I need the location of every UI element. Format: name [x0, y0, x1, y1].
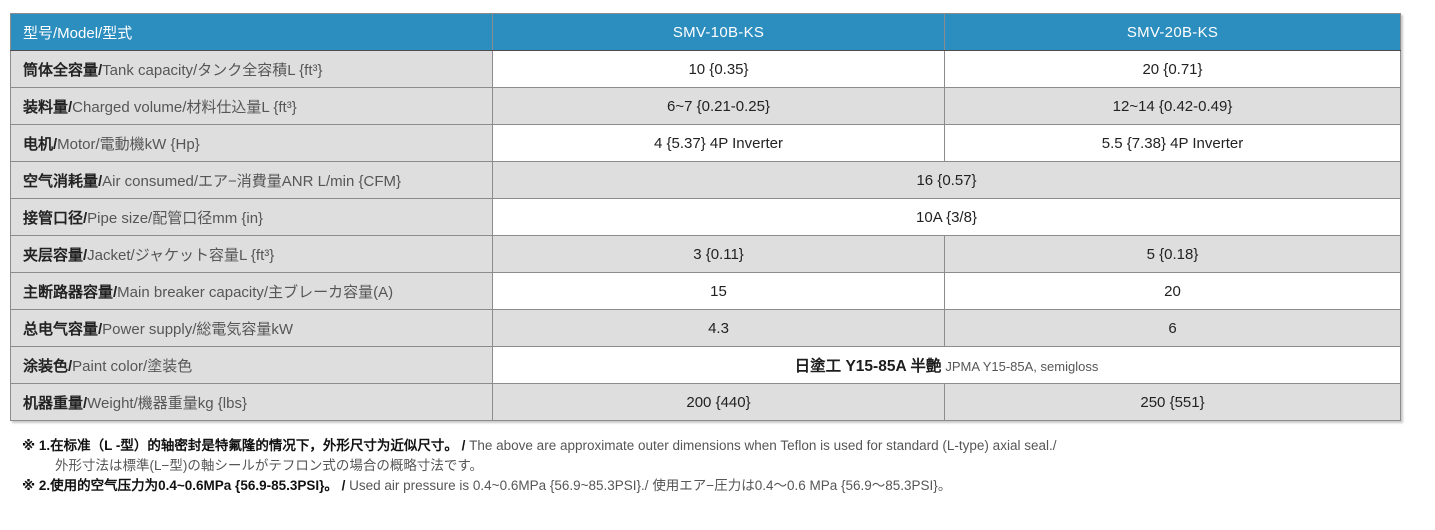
header-model-smv20b: SMV-20B-KS	[944, 13, 1401, 51]
spec-table: 型号/Model/型式 SMV-10B-KS SMV-20B-KS 筒体全容量/…	[10, 13, 1401, 421]
row-label-zh: 接管口径/	[23, 209, 88, 227]
row-label: 涂装色/Paint color/塗装色	[10, 346, 493, 384]
row-label: 机器重量/Weight/機器重量kg {lbs}	[10, 383, 493, 421]
paint-color-value: 日塗工 Y15-85A 半艶	[794, 358, 942, 375]
table-row-pipe-size: 接管口径/Pipe size/配管口径mm {in} 10A {3/8}	[10, 198, 1401, 236]
row-label-translation: Jacket/ジャケット容量L {ft³}	[87, 246, 275, 264]
row-label: 筒体全容量/Tank capacity/タンク全容積L {ft³}	[10, 50, 493, 88]
footnotes: ※ 1.在标准（L -型）的轴密封是特氟隆的情况下，外形尺寸为近似尺寸。 / T…	[22, 436, 1422, 496]
footnote-2: ※ 2.使用的空气压力为0.4~0.6MPa {56.9-85.3PSI}。 /…	[22, 476, 1422, 496]
row-label: 空气消耗量/Air consumed/エア−消費量ANR L/min {CFM}	[10, 161, 493, 199]
table-row-charged-volume: 装料量/Charged volume/材料仕込量L {ft³} 6~7 {0.2…	[10, 87, 1401, 125]
row-label: 总电气容量/Power supply/総電気容量kW	[10, 309, 493, 347]
footnote-1-zh: ※ 1.在标准（L -型）的轴密封是特氟隆的情况下，外形尺寸为近似尺寸。 /	[22, 438, 470, 453]
row-label: 电机/Motor/電動機kW {Hp}	[10, 124, 493, 162]
value-cell: 5.5 {7.38} 4P Inverter	[944, 124, 1401, 162]
row-label-translation: Weight/機器重量kg {lbs}	[87, 394, 247, 412]
value-cell: 12~14 {0.42-0.49}	[944, 87, 1401, 125]
table-row-power-supply: 总电气容量/Power supply/総電気容量kW 4.3 6	[10, 309, 1401, 347]
value-cell-merged: 16 {0.57}	[492, 161, 1401, 199]
value-cell: 15	[492, 272, 945, 310]
row-label-translation: Motor/電動機kW {Hp}	[57, 135, 200, 153]
table-row-main-breaker: 主断路器容量/Main breaker capacity/主ブレーカ容量(A) …	[10, 272, 1401, 310]
value-cell: 6	[944, 309, 1401, 347]
row-label-zh: 总电气容量/	[23, 320, 103, 338]
value-cell-merged: 10A {3/8}	[492, 198, 1401, 236]
row-label-translation: Air consumed/エア−消費量ANR L/min {CFM}	[102, 172, 402, 190]
footnote-2-zh: ※ 2.使用的空气压力为0.4~0.6MPa {56.9-85.3PSI}。 /	[22, 478, 350, 493]
value-cell: 200 {440}	[492, 383, 945, 421]
row-label-translation: Charged volume/材料仕込量L {ft³}	[72, 98, 297, 116]
table-row-weight: 机器重量/Weight/機器重量kg {lbs} 200 {440} 250 {…	[10, 383, 1401, 421]
footnote-2-jp: 使用エア−圧力は0.4〜0.6 MPa {56.9〜85.3PSI}。	[652, 478, 952, 493]
footnote-1-line-1: ※ 1.在标准（L -型）的轴密封是特氟隆的情况下，外形尺寸为近似尺寸。 / T…	[22, 436, 1422, 456]
value-cell: 20 {0.71}	[944, 50, 1401, 88]
paint-color-value-en: JPMA Y15-85A, semigloss	[945, 359, 1099, 374]
row-label-zh: 筒体全容量/	[23, 61, 103, 79]
table-row-jacket-capacity: 夹层容量/Jacket/ジャケット容量L {ft³} 3 {0.11} 5 {0…	[10, 235, 1401, 273]
footnote-1-line-2: 外形寸法は標準(L−型)の軸シールがテフロン式の場合の概略寸法です。	[22, 456, 1422, 476]
table-row-air-consumed: 空气消耗量/Air consumed/エア−消費量ANR L/min {CFM}…	[10, 161, 1401, 199]
row-label-zh: 主断路器容量/	[23, 283, 118, 301]
value-cell: 3 {0.11}	[492, 235, 945, 273]
row-label-translation: Main breaker capacity/主ブレーカ容量(A)	[117, 283, 394, 301]
table-row-paint-color: 涂装色/Paint color/塗装色 日塗工 Y15-85A 半艶 JPMA Y…	[10, 346, 1401, 384]
header-model-smv10b: SMV-10B-KS	[492, 13, 945, 51]
footnote-2-en: Used air pressure is 0.4~0.6MPa {56.9~85…	[349, 478, 653, 493]
value-cell: 6~7 {0.21-0.25}	[492, 87, 945, 125]
row-label: 装料量/Charged volume/材料仕込量L {ft³}	[10, 87, 493, 125]
row-label-zh: 装料量/	[23, 98, 73, 116]
row-label-translation: Tank capacity/タンク全容積L {ft³}	[102, 61, 323, 79]
value-cell: 250 {551}	[944, 383, 1401, 421]
row-label-translation: Pipe size/配管口径mm {in}	[87, 209, 264, 227]
footnote-1-en: The above are approximate outer dimensio…	[469, 438, 1057, 453]
value-cell: 20	[944, 272, 1401, 310]
header-model-label: 型号/Model/型式	[10, 13, 493, 51]
footnote-1-jp: 外形寸法は標準(L−型)の軸シールがテフロン式の場合の概略寸法です。	[55, 458, 484, 473]
row-label-translation: Paint color/塗装色	[72, 357, 193, 375]
value-cell: 10 {0.35}	[492, 50, 945, 88]
row-label-translation: Power supply/総電気容量kW	[102, 320, 294, 338]
value-cell: 4.3	[492, 309, 945, 347]
row-label-zh: 夹层容量/	[23, 246, 88, 264]
row-label: 夹层容量/Jacket/ジャケット容量L {ft³}	[10, 235, 493, 273]
row-label: 主断路器容量/Main breaker capacity/主ブレーカ容量(A)	[10, 272, 493, 310]
row-label-zh: 涂装色/	[23, 357, 73, 375]
value-cell: 4 {5.37} 4P Inverter	[492, 124, 945, 162]
row-label-zh: 机器重量/	[23, 394, 88, 412]
table-row-motor: 电机/Motor/電動機kW {Hp} 4 {5.37} 4P Inverter…	[10, 124, 1401, 162]
table-row-tank-capacity: 筒体全容量/Tank capacity/タンク全容積L {ft³} 10 {0.…	[10, 50, 1401, 88]
row-label-zh: 电机/	[23, 135, 58, 153]
row-label: 接管口径/Pipe size/配管口径mm {in}	[10, 198, 493, 236]
value-cell-merged: 日塗工 Y15-85A 半艶 JPMA Y15-85A, semigloss	[492, 346, 1401, 384]
table-header-row: 型号/Model/型式 SMV-10B-KS SMV-20B-KS	[10, 13, 1401, 51]
value-cell: 5 {0.18}	[944, 235, 1401, 273]
row-label-zh: 空气消耗量/	[23, 172, 103, 190]
